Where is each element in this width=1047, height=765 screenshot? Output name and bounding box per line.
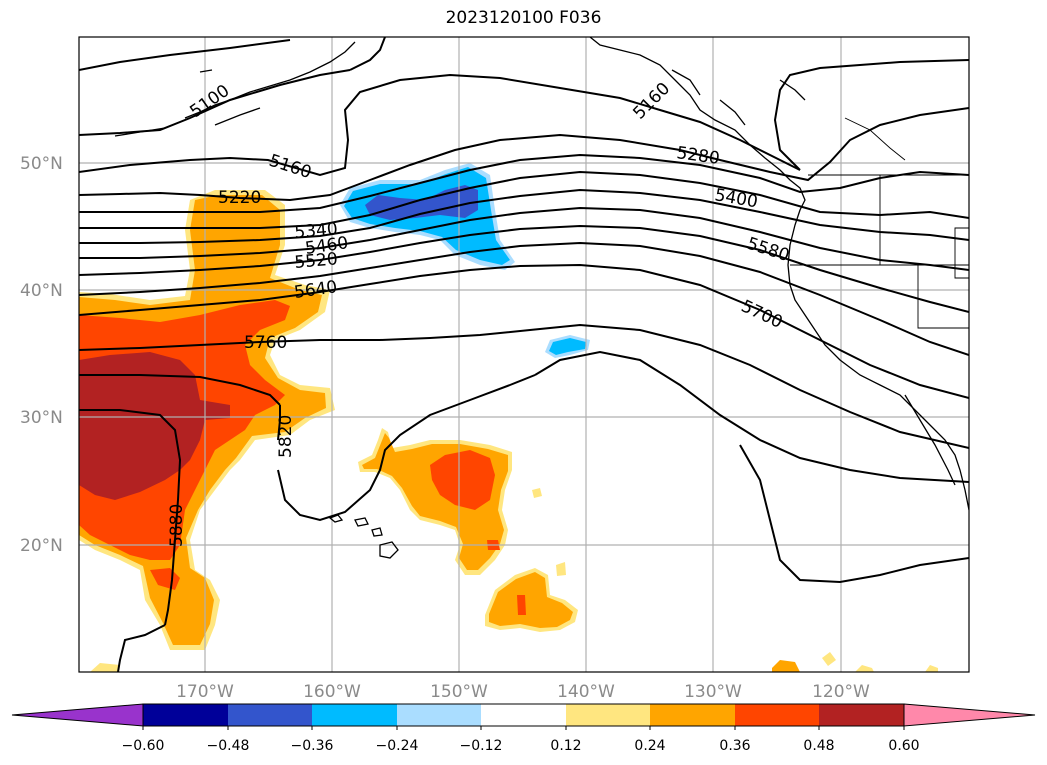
longitude-labels: 170°W 160°W 150°W 140°W 130°W 120°W [176, 682, 870, 702]
contour-label-5160-east: 5160 [629, 79, 674, 124]
colorbar-segment [735, 704, 819, 726]
contour-label-5760: 5760 [244, 333, 287, 353]
colorbar-segment [566, 704, 650, 726]
lat-label-40n: 40°N [20, 281, 63, 301]
colorbar-segment [143, 704, 228, 726]
contour-label-5820: 5820 [276, 415, 296, 458]
colorbar-tick-label: −0.24 [376, 738, 419, 754]
contour-label-5520: 5520 [294, 249, 339, 273]
lat-label-50n: 50°N [20, 154, 63, 174]
contour-label-5220: 5220 [218, 188, 261, 208]
lon-label-140w: 140°W [557, 682, 615, 702]
colorbar-tick-label: 0.12 [550, 738, 581, 754]
colorbar-tick-label: −0.60 [122, 738, 165, 754]
contour-label-5100: 5100 [186, 81, 233, 122]
colorbar: −0.60 −0.48 −0.36 −0.24 −0.12 0.12 0.24 … [11, 703, 1036, 754]
lon-label-130w: 130°W [684, 682, 742, 702]
colorbar-tick-label: 0.36 [719, 738, 750, 754]
colorbar-extend-low [11, 703, 144, 727]
contour-label-5160-west: 5160 [266, 151, 313, 183]
colorbar-segment [481, 704, 566, 726]
lon-label-120w: 120°W [812, 682, 870, 702]
colorbar-segment [397, 704, 481, 726]
colorbar-tick-label: 0.24 [634, 738, 665, 754]
coastlines [114, 37, 969, 559]
lat-label-20n: 20°N [20, 536, 63, 556]
map-title: 2023120100 F036 [445, 8, 602, 28]
colorbar-tick-label: 0.48 [803, 738, 834, 754]
map-frame [78, 36, 970, 673]
lat-label-30n: 30°N [20, 408, 63, 428]
contour-label-5400: 5400 [713, 185, 759, 212]
colorbar-segment [650, 704, 735, 726]
contour-label-5880: 5880 [167, 504, 187, 547]
colorbar-tick-label: −0.48 [207, 738, 250, 754]
contour-label-5700: 5700 [738, 296, 786, 332]
colorbar-segment [819, 704, 904, 726]
colorbar-extend-high [903, 703, 1036, 727]
contour-label-5340: 5340 [294, 219, 339, 243]
colorbar-tick-label: 0.60 [888, 738, 919, 754]
lon-label-150w: 150°W [430, 682, 488, 702]
colorbar-tick-label: −0.36 [291, 738, 334, 754]
colorbar-segment [312, 704, 397, 726]
colorbar-tick-label: −0.12 [460, 738, 503, 754]
height-contours [79, 37, 969, 672]
lon-label-160w: 160°W [303, 682, 361, 702]
contour-label-5280: 5280 [675, 143, 721, 169]
anomaly-shading [79, 163, 938, 672]
colorbar-segment [228, 704, 312, 726]
latitude-labels: 50°N 40°N 30°N 20°N [20, 154, 63, 556]
lon-label-170w: 170°W [176, 682, 234, 702]
